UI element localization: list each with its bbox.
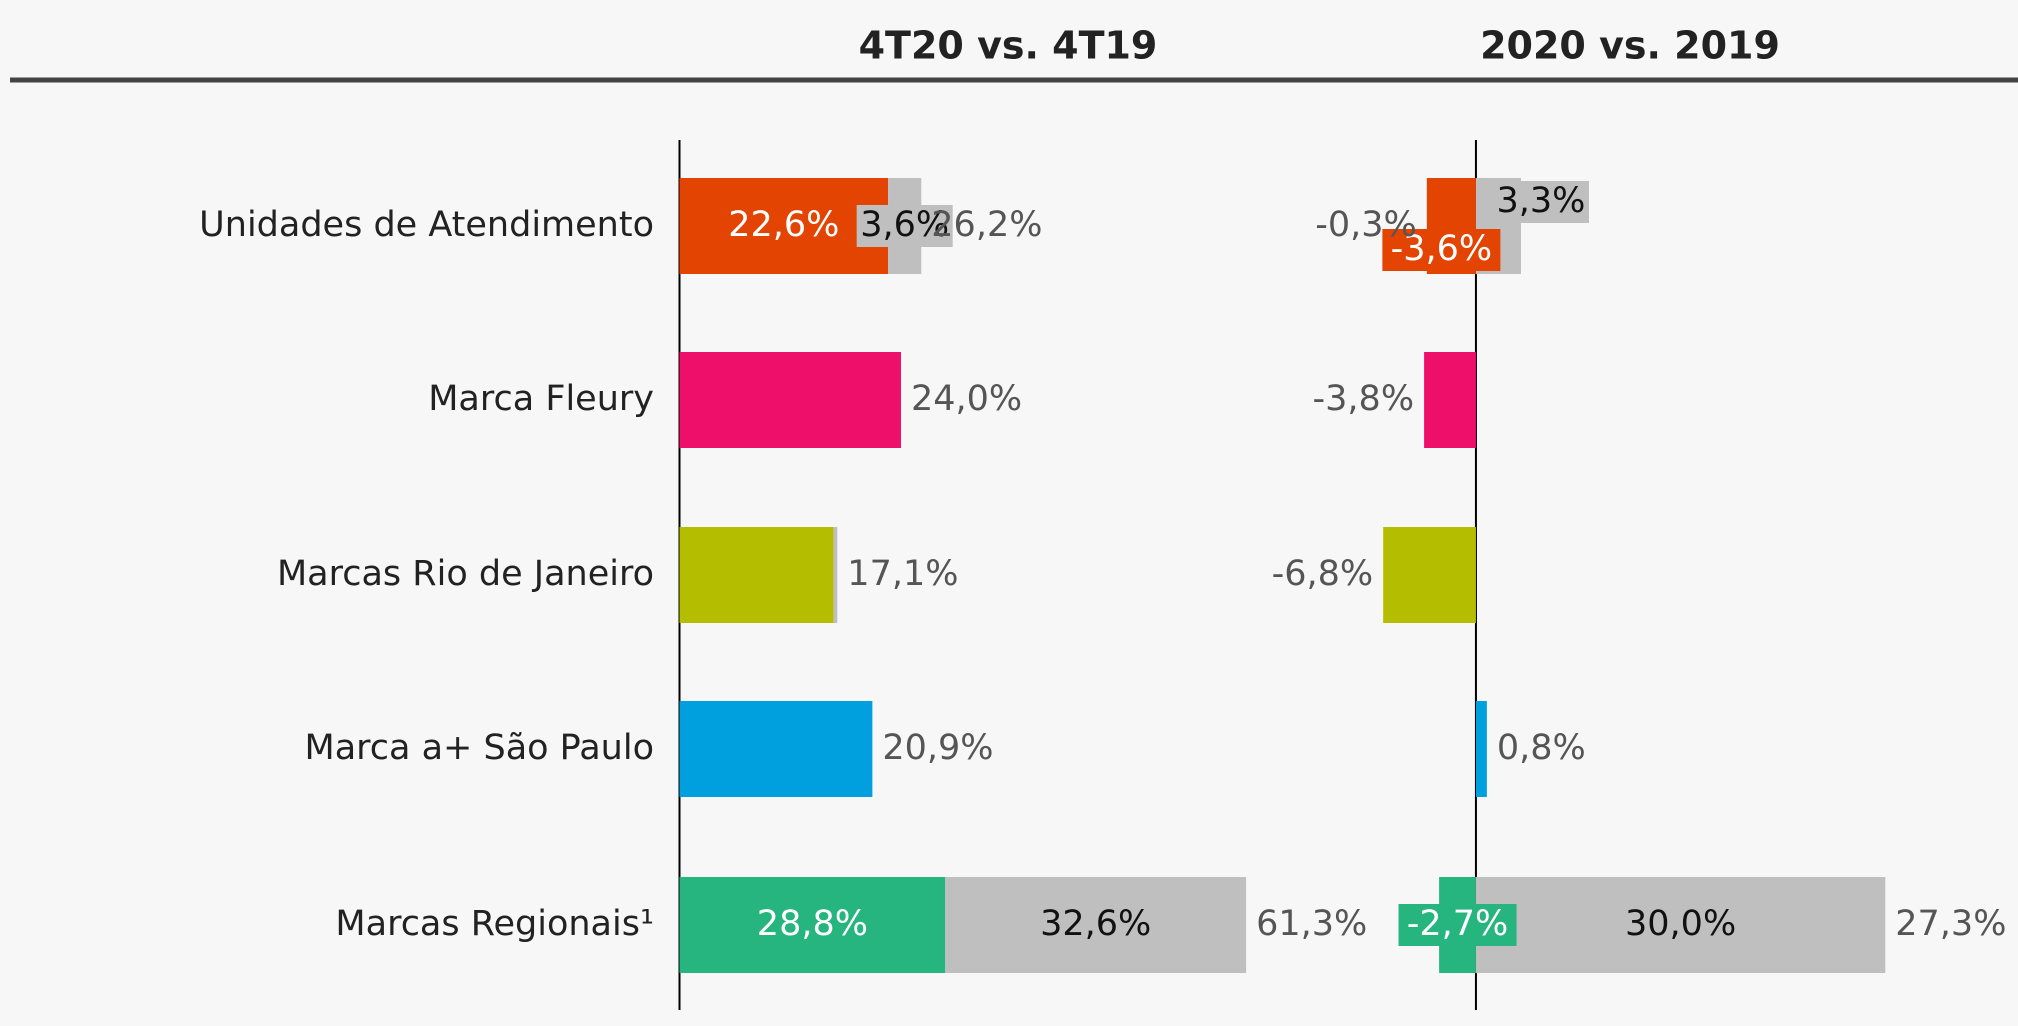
organic-bar: [1383, 527, 1476, 623]
category-label: Marcas Rio de Janeiro: [277, 554, 654, 594]
organic-bar: [679, 352, 901, 448]
total-label: -3,8%: [1313, 379, 1415, 419]
data-label: -2,7%: [1407, 904, 1509, 944]
organic-bar: [1475, 701, 1487, 797]
total-label: 61,3%: [1256, 904, 1367, 944]
acquisition-bar: [945, 877, 1247, 973]
organic-bar: [679, 178, 889, 274]
total-label: -0,3%: [1315, 205, 1417, 245]
category-label: Unidades de Atendimento: [199, 205, 654, 245]
total-label: 24,0%: [911, 379, 1022, 419]
organic-bar: [1424, 352, 1476, 448]
organic-bar: [679, 527, 834, 623]
label-box: [1382, 229, 1501, 271]
total-label: 0,8%: [1497, 728, 1586, 768]
data-label: 3,6%: [860, 205, 949, 245]
total-label: 27,3%: [1895, 904, 2006, 944]
total-label: 17,1%: [847, 554, 958, 594]
total-label: 26,2%: [931, 205, 1042, 245]
organic-bar: [679, 877, 946, 973]
data-label: 30,0%: [1625, 904, 1736, 944]
category-label: Marca a+ São Paulo: [305, 728, 655, 768]
panel-title: 2020 vs. 2019: [1480, 24, 1780, 68]
label-box: [1492, 181, 1589, 223]
data-label: 3,3%: [1497, 181, 1586, 221]
label-box: [1398, 904, 1517, 946]
data-label: 32,6%: [1040, 904, 1151, 944]
category-label: Marcas Regionais¹: [335, 904, 654, 944]
data-label: 28,8%: [757, 904, 868, 944]
panel-title: 4T20 vs. 4T19: [859, 24, 1158, 68]
category-label: Marca Fleury: [428, 379, 654, 419]
total-label: 20,9%: [882, 728, 993, 768]
label-box: [856, 205, 953, 247]
acquisition-bar: [833, 527, 838, 623]
total-label: -6,8%: [1272, 554, 1374, 594]
organic-bar: [679, 701, 873, 797]
data-label: -3,6%: [1391, 229, 1493, 269]
acquisition-bar: [1475, 877, 1886, 973]
data-label: 22,6%: [728, 205, 839, 245]
